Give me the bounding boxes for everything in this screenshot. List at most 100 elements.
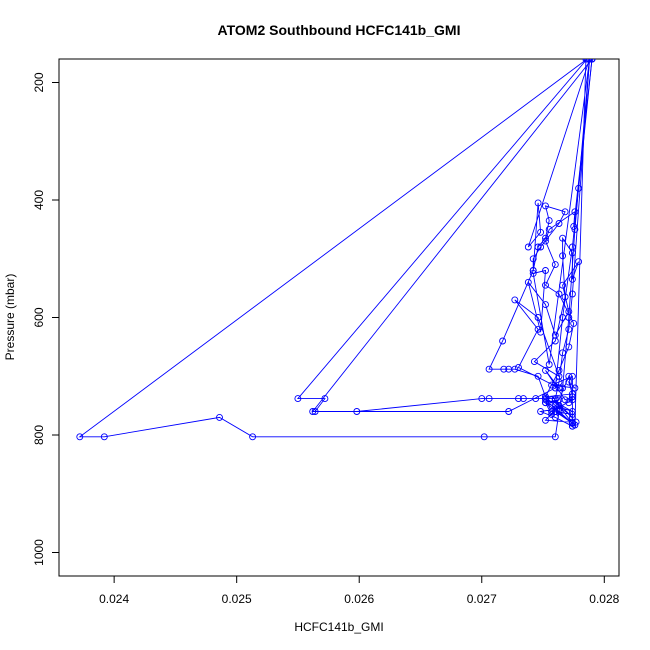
data-point [524,243,532,251]
data-point [532,395,540,403]
data-point [555,366,563,374]
data-point [542,301,549,309]
data-point [519,395,527,403]
data-point [555,290,563,298]
x-tick-label: 0.028 [589,592,619,606]
data-point [216,413,223,421]
data-point [542,393,549,401]
x-axis: 0.024 0.025 0.026 0.027 0.028 [99,575,620,606]
y-axis: 200 400 600 800 1000 [32,72,60,566]
data-point [571,208,579,216]
data-point [551,408,559,415]
series-line-4 [311,59,593,412]
data-point [568,290,576,298]
data-point [294,395,302,403]
series-line-2 [296,59,591,412]
data-point [551,337,559,345]
data-point [480,433,488,441]
data-point [500,365,508,373]
data-point [309,408,317,415]
data-point [568,275,576,283]
data-point [568,243,576,251]
x-axis-label: HCFC141b_GMI [294,620,383,634]
y-tick-label: 800 [32,425,46,445]
data-point [583,59,591,63]
data-point [571,384,579,392]
data-point [485,365,493,373]
data-point [559,384,567,392]
data-point [548,408,556,415]
data-point [534,372,542,380]
chart-title: ATOM2 Southbound HCFC141b_GMI [218,22,461,38]
data-point [515,395,522,403]
data-point [555,220,563,227]
data-point [100,433,108,441]
x-tick-label: 0.025 [222,592,252,606]
data-point [570,319,578,327]
data-point [545,361,553,368]
data-point [542,281,549,289]
x-tick-label: 0.024 [99,592,129,606]
data-point [537,228,545,236]
data-point [76,433,84,441]
y-tick-label: 1000 [32,539,46,566]
data-point [568,410,576,418]
data-point [478,395,486,403]
data-point [570,222,578,230]
data-point [542,416,549,424]
data-point [545,217,553,225]
data-point [485,395,493,403]
data-point [530,358,538,366]
data-point [534,199,542,207]
series-layer [76,59,596,441]
data-point [534,314,542,321]
data-point [529,267,537,274]
data-point [529,255,537,263]
data-point [534,325,542,333]
data-point [545,225,553,233]
data-point [542,237,549,245]
y-axis-label: Pressure (mbar) [3,274,17,361]
data-point [568,372,576,380]
data-point [565,325,573,333]
data-point [542,395,549,403]
data-point [542,202,549,210]
data-point [249,433,257,441]
data-point [575,258,583,266]
data-point [505,408,513,415]
data-point [534,243,542,251]
x-tick-label: 0.027 [467,592,497,606]
y-tick-label: 400 [32,190,46,210]
data-point [551,384,559,392]
data-point [575,184,583,192]
x-tick-label: 0.026 [344,592,374,606]
data-point [559,314,567,321]
data-point [537,243,545,251]
data-point [524,278,532,286]
data-point [551,261,559,269]
data-point [551,395,559,403]
data-point [511,296,519,304]
series-line-1 [488,59,593,398]
data-point [559,234,567,242]
data-point [559,252,567,260]
series-line-3 [78,59,591,438]
data-point [542,267,549,274]
series-line-0 [514,59,591,428]
data-point [542,366,549,374]
data-point [568,393,576,401]
data-point [511,365,519,373]
y-tick-label: 200 [32,72,46,92]
data-point [537,408,545,415]
data-point [588,59,596,63]
data-point [559,281,567,289]
data-point [499,337,507,345]
data-point [571,421,579,429]
data-point [561,208,569,216]
data-point [568,396,576,404]
data-point [542,234,549,242]
data-point [551,433,559,441]
y-tick-label: 600 [32,307,46,327]
data-point [565,372,573,380]
